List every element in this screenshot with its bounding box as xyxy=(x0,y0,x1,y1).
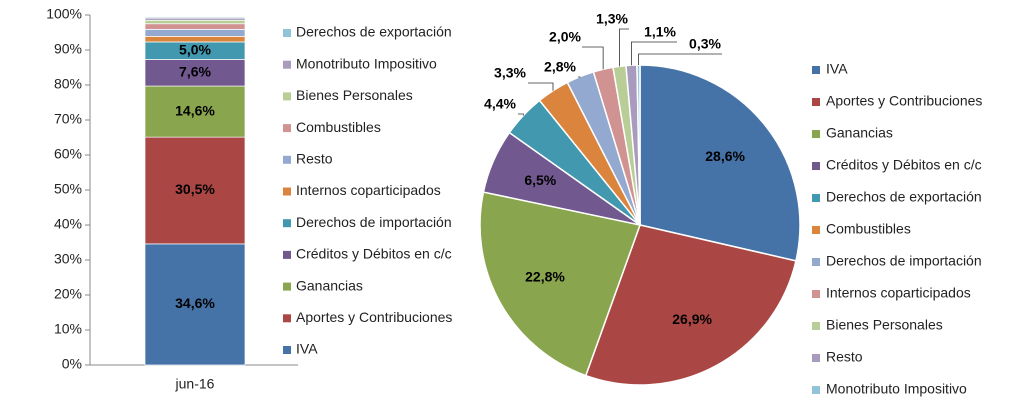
legend-swatch xyxy=(812,354,820,362)
legend-label: Combustibles xyxy=(296,119,381,135)
leader-line xyxy=(582,46,604,70)
value-label: 30,5% xyxy=(175,181,215,197)
legend-label: Derechos de importación xyxy=(826,253,982,269)
bar-segment xyxy=(144,59,246,87)
value-label: 0,3% xyxy=(689,36,721,52)
legend-swatch xyxy=(283,92,291,101)
value-label: 28,6% xyxy=(705,148,745,164)
legend-swatch xyxy=(812,226,820,234)
legend-label: Resto xyxy=(826,349,863,365)
legend-swatch xyxy=(812,130,820,138)
leader-line xyxy=(528,82,554,91)
legend-label: Ganancias xyxy=(826,125,893,141)
legend-label: Bienes Personales xyxy=(826,317,943,333)
y-tick-label: 30% xyxy=(54,251,82,267)
legend-label: Monotributo Impositivo xyxy=(296,55,437,71)
legend-swatch xyxy=(283,219,291,228)
legend-swatch xyxy=(812,290,820,298)
legend-label: Internos coparticipados xyxy=(296,182,441,198)
pie-slice xyxy=(639,64,801,262)
legend-label: Internos coparticipados xyxy=(826,285,971,301)
legend-label: Créditos y Débitos en c/c xyxy=(826,157,982,173)
legend-swatch xyxy=(812,258,820,266)
legend-swatch xyxy=(283,29,291,37)
legend-label: Aportes y Contribuciones xyxy=(296,309,452,325)
legend-label: Derechos de exportación xyxy=(296,24,452,40)
legend-swatch xyxy=(283,314,291,323)
legend-swatch xyxy=(812,98,820,106)
bar-segment xyxy=(144,136,246,245)
bar-segment xyxy=(144,243,246,366)
bar-segment xyxy=(144,35,246,43)
value-label: 1,1% xyxy=(644,24,676,40)
leader-line xyxy=(638,53,722,66)
legend-label: Bienes Personales xyxy=(296,87,413,103)
legend-swatch xyxy=(812,322,820,330)
value-label: 5,0% xyxy=(179,41,211,57)
y-tick-label: 70% xyxy=(54,111,82,127)
legend-label: IVA xyxy=(296,341,318,357)
legend-label: Créditos y Débitos en c/c xyxy=(296,246,452,262)
y-tick-label: 60% xyxy=(54,146,82,162)
leader-line xyxy=(518,113,524,116)
bar-segment xyxy=(144,23,246,30)
legend-label: Derechos de exportación xyxy=(826,189,982,205)
legend-swatch xyxy=(812,66,820,74)
y-tick-label: 10% xyxy=(54,321,82,337)
value-label: 22,8% xyxy=(525,269,565,285)
legend-swatch xyxy=(283,60,291,69)
pie-slice xyxy=(479,191,641,377)
value-label: 3,3% xyxy=(494,65,526,81)
value-label: 2,0% xyxy=(549,29,581,45)
value-label: 26,9% xyxy=(672,311,712,327)
value-label: 4,4% xyxy=(484,96,516,112)
legend-swatch xyxy=(283,346,291,354)
value-label: 2,8% xyxy=(544,59,576,75)
value-label: 6,5% xyxy=(524,172,556,188)
legend-swatch xyxy=(283,187,291,196)
y-tick-label: 80% xyxy=(54,76,82,92)
legend-label: Aportes y Contribuciones xyxy=(826,93,982,109)
legend-swatch xyxy=(283,124,291,133)
legend-swatch xyxy=(283,155,291,164)
pie-slice xyxy=(584,224,797,386)
legend-label: IVA xyxy=(826,61,848,77)
legend-label: Ganancias xyxy=(296,277,363,293)
bar-segment xyxy=(144,16,246,19)
value-label: 7,6% xyxy=(179,63,211,79)
y-tick-label: 40% xyxy=(54,216,82,232)
y-tick-label: 20% xyxy=(54,286,82,302)
legend-swatch xyxy=(283,250,291,259)
legend-label: Combustibles xyxy=(826,221,911,237)
legend-swatch xyxy=(283,282,291,291)
value-label: 1,3% xyxy=(596,11,628,27)
leader-line xyxy=(619,28,629,67)
bar-segment xyxy=(144,85,246,138)
legend-swatch xyxy=(812,386,820,394)
y-tick-label: 50% xyxy=(54,181,82,197)
value-label: 34,6% xyxy=(175,295,215,311)
value-label: 14,6% xyxy=(175,102,215,118)
y-tick-label: 0% xyxy=(62,356,82,372)
bar-segment xyxy=(144,19,246,25)
legend-swatch xyxy=(812,194,820,202)
legend-label: Monotributo Impositivo xyxy=(826,381,967,397)
legend-label: Derechos de importación xyxy=(296,214,452,230)
legend-label: Resto xyxy=(296,151,333,167)
leader-line xyxy=(631,41,677,66)
y-tick-label: 100% xyxy=(46,6,82,22)
legend-swatch xyxy=(812,162,820,170)
y-tick-label: 90% xyxy=(54,41,82,57)
bar-segment xyxy=(144,29,246,37)
x-tick-label: jun-16 xyxy=(175,376,215,392)
